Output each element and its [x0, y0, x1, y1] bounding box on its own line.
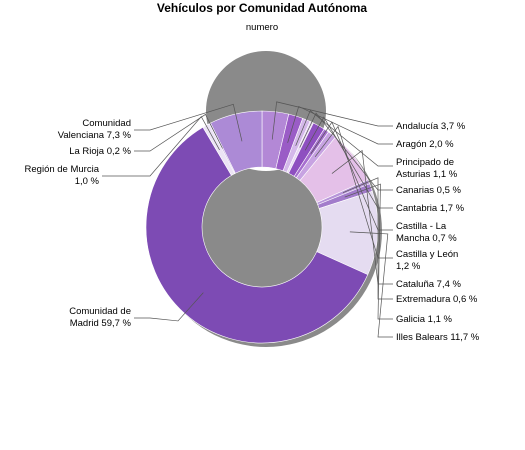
slice-labels: Andalucía 3,7 % Aragón 2,0 % Principado de…	[25, 118, 480, 343]
leader-line	[342, 177, 393, 300]
chart-title: Vehículos por Comunidad Autónoma	[157, 1, 368, 15]
slice-label: Principado de	[396, 157, 454, 168]
slice-label: Aragón 2,0 %	[396, 139, 454, 150]
slice-label: Castilla y León	[396, 249, 458, 260]
leader-line	[271, 101, 393, 140]
slice-label: Valenciana 7,3 %	[58, 130, 132, 141]
slice-label: Andalucía 3,7 %	[396, 121, 466, 132]
slice-label: Extremadura 0,6 %	[396, 294, 478, 305]
slice-label: Región de Murcia	[25, 164, 100, 175]
slice-label: 1,0 %	[75, 176, 100, 187]
leader-line	[304, 116, 393, 209]
leader-line	[134, 113, 223, 152]
slice-label: Mancha 0,7 %	[396, 233, 457, 244]
slice-label: Asturias 1,1 %	[396, 169, 458, 180]
slice-comunidad-valenciana	[210, 110, 263, 174]
chart-subtitle: numero	[246, 22, 278, 33]
slice-label: Cataluña 7,4 %	[396, 279, 462, 290]
leader-line	[310, 121, 393, 231]
leader-line	[134, 292, 204, 322]
leader-line	[102, 116, 220, 177]
slice-comunidad-de-madrid	[145, 126, 369, 344]
slice-label: La Rioja 0,2 %	[69, 146, 131, 157]
leader-line	[287, 105, 393, 145]
leader-line	[349, 231, 393, 338]
slice-label: Comunidad	[82, 118, 131, 129]
slice-label: 1,2 %	[396, 261, 421, 272]
leader-line	[295, 110, 393, 167]
leader-line	[134, 103, 243, 142]
leader-lines	[102, 101, 393, 338]
slice-label: Cantabria 1,7 %	[396, 203, 465, 214]
slice-label: Castilla - La	[396, 221, 447, 232]
leader-line	[331, 149, 393, 285]
slice-label: Madrid 59,7 %	[70, 318, 132, 329]
slice-label: Illes Balears 11,7 %	[396, 332, 480, 343]
slice-label: Galicia 1,1 %	[396, 314, 453, 325]
slice-label: Comunidad de	[69, 306, 131, 317]
chart-slices	[145, 110, 379, 344]
slice-label: Canarias 0,5 %	[396, 185, 462, 196]
leader-line	[344, 183, 393, 320]
leader-line	[299, 112, 393, 191]
